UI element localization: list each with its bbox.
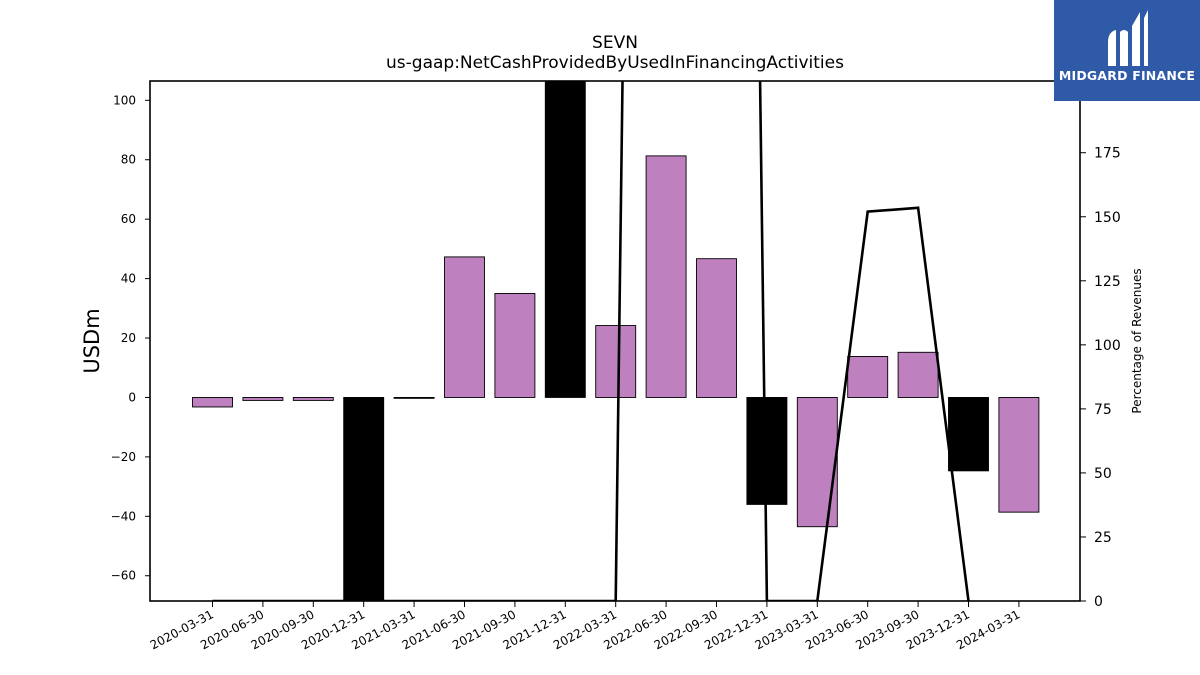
bar-2023-06-30 (847, 356, 889, 398)
bar-2023-12-31 (948, 397, 989, 472)
y2-tick-label: 125 (1094, 274, 1121, 290)
bars (192, 81, 1040, 601)
y-tick-label: −60 (111, 569, 136, 583)
y-tick-label: 80 (121, 153, 136, 167)
y-tick-label: 40 (121, 272, 136, 286)
bar-2020-12-31 (343, 397, 385, 601)
percentage-line (212, 81, 970, 601)
bar-2022-12-31 (746, 397, 788, 505)
bar-2023-09-30 (897, 351, 939, 398)
bar-2020-06-30 (242, 397, 284, 401)
logo-text: MIDGARD FINANCE (1058, 68, 1196, 83)
bar-2021-06-30 (444, 256, 485, 398)
y-axis-label: USDm (80, 308, 104, 373)
bar-2021-03-31 (393, 397, 435, 399)
y2-tick-label: 50 (1094, 466, 1112, 482)
plot-frame (149, 80, 1081, 602)
chart-title: SEVN (592, 33, 638, 53)
bar-2022-03-31 (595, 325, 637, 398)
y2-tick-label: 100 (1094, 338, 1121, 354)
y2-tick-label: 25 (1094, 530, 1112, 546)
bar-2024-03-31 (998, 397, 1040, 513)
y-tick-label: 100 (113, 93, 136, 107)
y-tick-label: 0 (128, 390, 136, 404)
y-axis-left: −60 −40 −20 0 20 40 60 80 100 (111, 93, 150, 583)
y-tick-label: 60 (121, 212, 136, 226)
bar-2022-09-30 (696, 258, 737, 398)
y-tick-label: −40 (111, 509, 136, 523)
midgard-finance-logo: MIDGARD FINANCE (1054, 0, 1200, 101)
y2-tick-label: 175 (1094, 146, 1121, 162)
bar-2020-09-30 (292, 397, 334, 401)
bar-2023-03-31 (796, 397, 838, 528)
bar-2022-06-30 (645, 155, 687, 398)
bar-2021-09-30 (494, 293, 536, 398)
chart-subtitle: us-gaap:NetCashProvidedByUsedInFinancing… (386, 53, 844, 73)
y2-tick-label: 150 (1094, 210, 1121, 226)
y-axis-right: 0 25 50 75 100 125 150 175 (1080, 146, 1121, 610)
y-tick-label: 20 (121, 331, 136, 345)
x-axis: 2020-03-312020-06-302020-09-302020-12-31… (148, 601, 1022, 652)
y-tick-label: −20 (111, 450, 136, 464)
y2-tick-label: 0 (1094, 594, 1103, 610)
y2-tick-label: 75 (1094, 402, 1112, 418)
logo-mark-icon (1108, 10, 1148, 66)
bar-2021-12-31 (544, 81, 586, 398)
y2-axis-label: Percentage of Revenues (1130, 268, 1144, 413)
series-line-0 (212, 81, 970, 601)
bar-2020-03-31 (192, 397, 233, 408)
